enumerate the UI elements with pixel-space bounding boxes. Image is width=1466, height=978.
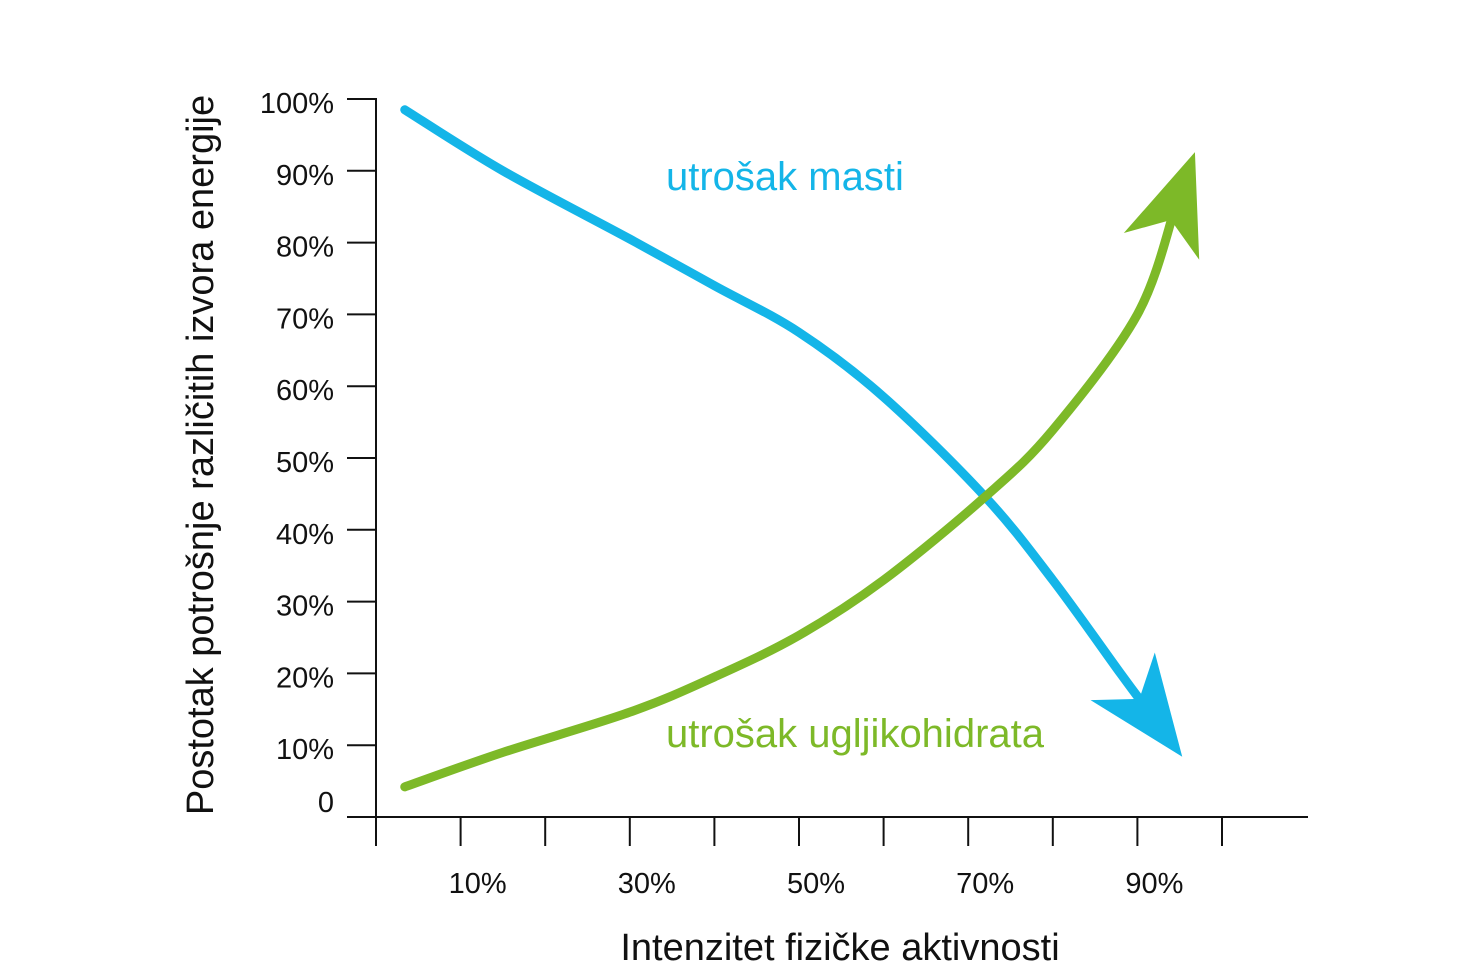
x-tick-label: 30% (618, 868, 676, 900)
series-line-1 (400, 204, 1180, 792)
x-axis-title: Intenzitet fizičke aktivnosti (620, 927, 1059, 969)
y-tick-label: 90% (276, 160, 334, 192)
y-tick-label: 0 (318, 787, 334, 819)
arrowhead-1 (1123, 152, 1200, 260)
y-tick-label: 50% (276, 447, 334, 479)
x-tick-label: 10% (449, 868, 507, 900)
series-label-fat: utrošak masti (666, 155, 904, 199)
x-tick-label: 50% (787, 868, 845, 900)
y-tick-label: 10% (276, 734, 334, 766)
y-tick-label: 40% (276, 519, 334, 551)
series-label-carbs: utrošak ugljikohidrata (666, 712, 1045, 756)
y-axis-title: Postotak potrošnje različitih izvora ene… (180, 95, 222, 815)
axes: 0 10% 20% 30% 40% 50% 60% 70% 80% 90% 100% 10% 30% 50… (260, 88, 1308, 900)
x-tick-label: 70% (956, 868, 1014, 900)
series-line-0 (400, 105, 1151, 713)
y-tick-label: 60% (276, 375, 334, 407)
y-tick-label: 80% (276, 232, 334, 264)
y-tick-label: 70% (276, 303, 334, 335)
y-tick-label: 20% (276, 662, 334, 694)
series-layer (400, 105, 1200, 792)
arrowhead-0 (1090, 652, 1183, 757)
y-tick-label: 100% (260, 88, 334, 120)
x-tick-label: 90% (1125, 868, 1183, 900)
y-tick-label: 30% (276, 591, 334, 623)
